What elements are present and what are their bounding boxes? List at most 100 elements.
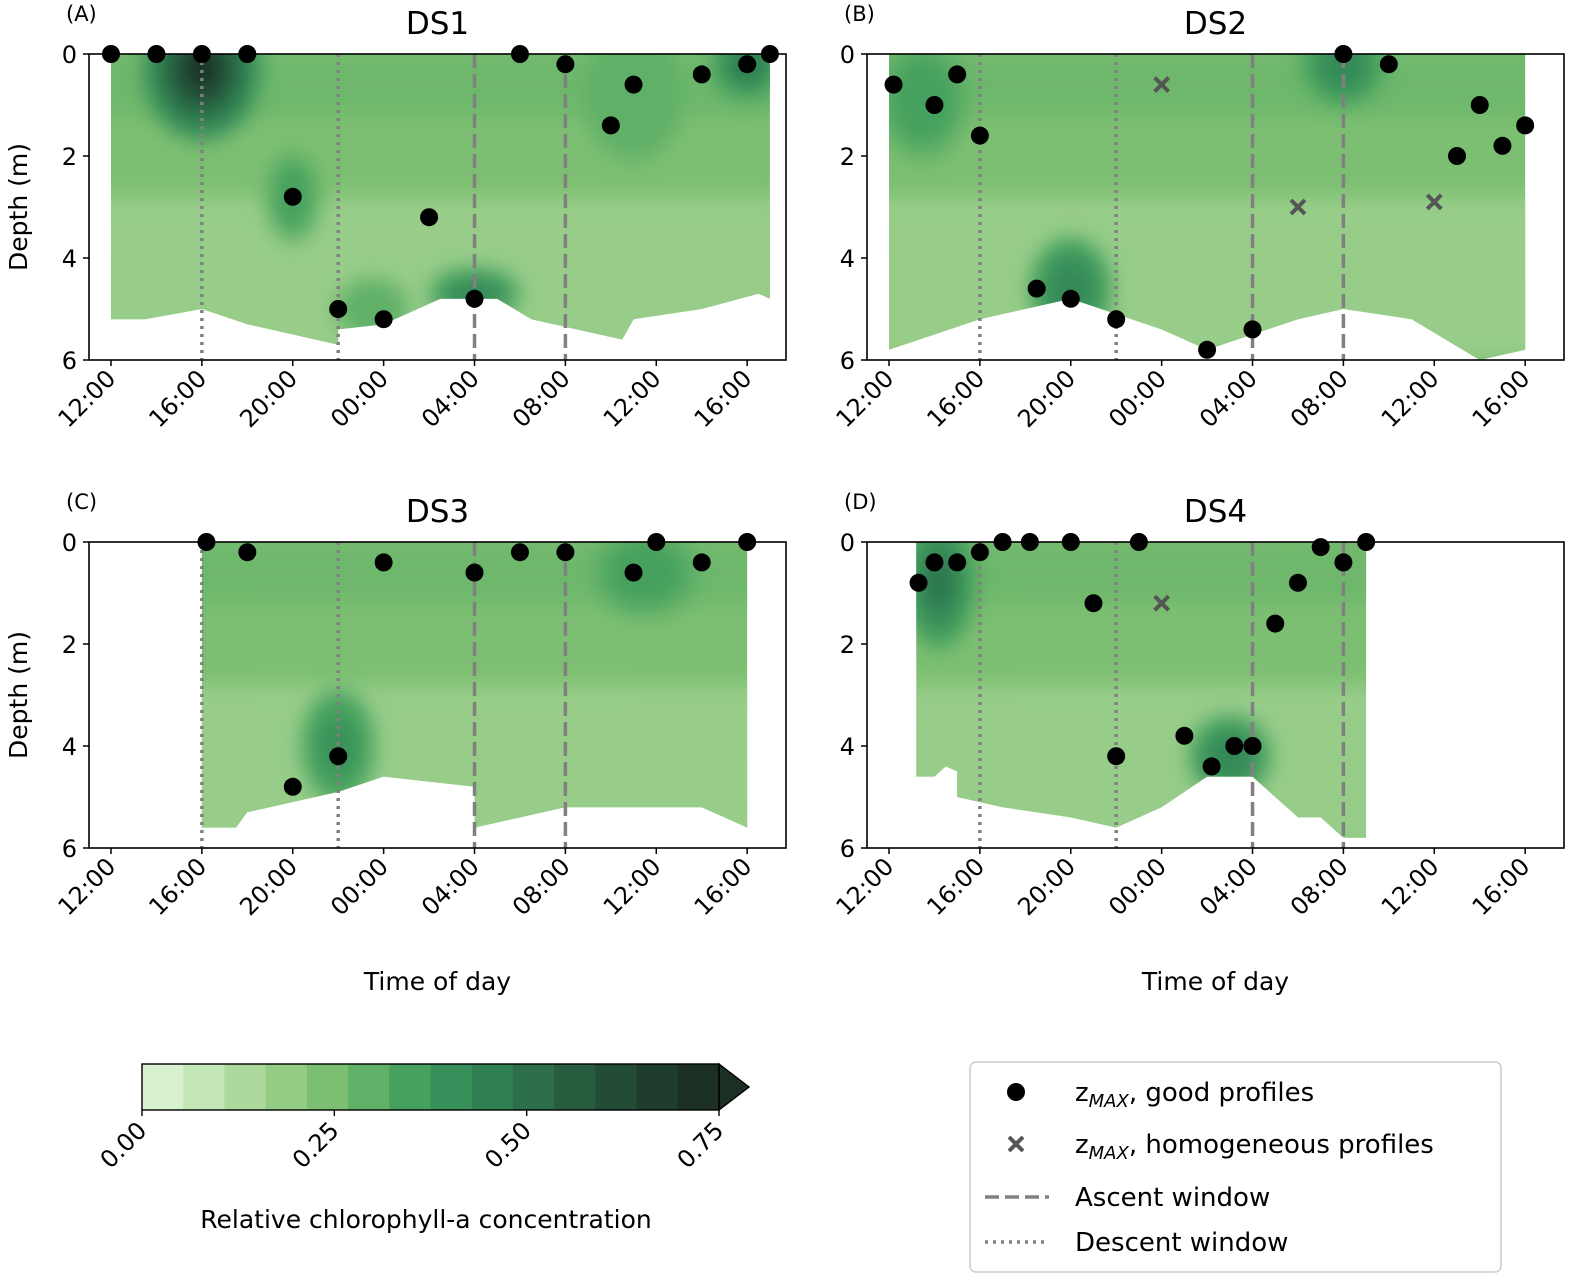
- zmax-good-point: [1334, 553, 1353, 572]
- colorbar-tick-label: 0.75: [672, 1116, 730, 1174]
- y-tick-label: 2: [62, 631, 77, 659]
- zmax-good-point: [1516, 116, 1535, 135]
- legend-good-suffix: , good profiles: [1129, 1078, 1314, 1108]
- zmax-good-point: [1107, 310, 1126, 329]
- zmax-good-point: [1470, 96, 1489, 114]
- y-axis-label: Depth (m): [4, 143, 33, 271]
- zmax-good-point: [738, 55, 757, 74]
- zmax-good-point: [238, 543, 257, 562]
- zmax-good-point: [692, 553, 711, 572]
- colorbar-segment: [554, 1064, 596, 1110]
- axes-frame: [88, 53, 787, 361]
- colorbar-segment: [512, 1064, 555, 1110]
- colorbar-segment: [265, 1064, 308, 1110]
- x-tick-label: 16:00: [921, 364, 990, 433]
- zmax-good-point: [970, 126, 989, 145]
- panel-title: DS2: [1184, 6, 1247, 42]
- legend-ascent-label: Ascent window: [1075, 1183, 1270, 1213]
- panel-title: DS3: [406, 494, 469, 530]
- panel-letter: (B): [844, 2, 875, 26]
- legend-descent-label: Descent window: [1075, 1228, 1288, 1258]
- x-tick-label: 12:00: [1376, 364, 1445, 433]
- colorbar-segment: [348, 1064, 390, 1110]
- zmax-good-point: [420, 208, 439, 227]
- zmax-good-point: [556, 543, 575, 562]
- zmax-homogeneous-point: [1425, 193, 1443, 211]
- colorbar-tick-label: 0.25: [287, 1116, 345, 1174]
- legend: zMAX, good profiles zMAX, homogeneous pr…: [969, 1061, 1502, 1273]
- x-tick-label: 08:00: [1285, 364, 1354, 433]
- zmax-good-point: [374, 310, 393, 329]
- zmax-good-point: [1027, 279, 1046, 298]
- x-tick-label: 16:00: [921, 852, 990, 921]
- x-tick-label: 12:00: [598, 852, 667, 921]
- zmax-good-point: [1107, 747, 1126, 766]
- zmax-good-point: [948, 553, 967, 572]
- y-tick-label: 2: [62, 143, 77, 171]
- panel-letter: (A): [66, 2, 97, 26]
- panel-letter: (C): [66, 490, 97, 514]
- x-tick-label: 20:00: [234, 852, 303, 921]
- legend-homog-prefix: z: [1075, 1130, 1089, 1160]
- zmax-good-point: [1266, 614, 1285, 633]
- colorbar-segment: [677, 1064, 720, 1110]
- legend-frame: [969, 1061, 1502, 1273]
- zmax-good-point: [970, 543, 989, 562]
- colorbar-tick-label: 0.50: [479, 1116, 537, 1174]
- y-tick-label: 4: [62, 245, 77, 273]
- zmax-good-point: [1061, 289, 1080, 308]
- x-tick-label: 04:00: [1194, 852, 1263, 921]
- legend-homog-marker: [1007, 1135, 1025, 1153]
- axes-frame: [866, 541, 1565, 849]
- contour-surface-band: [916, 542, 1367, 604]
- y-tick-label: 4: [840, 733, 855, 761]
- zmax-good-point: [692, 65, 711, 84]
- zmax-good-point: [948, 65, 967, 84]
- axes-frame: [866, 53, 1565, 361]
- zmax-good-point: [374, 553, 393, 572]
- contour-surface-band: [889, 54, 1526, 116]
- zmax-good-point: [1202, 757, 1221, 776]
- x-tick-label: 00:00: [325, 364, 394, 433]
- contour-patch: [301, 689, 375, 803]
- panel-letter: (D): [844, 490, 877, 514]
- y-tick-label: 2: [840, 631, 855, 659]
- zmax-good-point: [1379, 55, 1398, 74]
- colorbar: 0.00 0.25 0.50 0.75: [95, 1062, 751, 1174]
- colorbar-segment: [183, 1064, 225, 1110]
- x-tick-label: 04:00: [416, 364, 485, 433]
- zmax-homogeneous-point: [1289, 198, 1307, 216]
- zmax-good-point: [329, 300, 348, 318]
- zmax-good-point: [283, 187, 302, 206]
- zmax-good-point: [624, 75, 643, 94]
- zmax-good-point: [884, 75, 903, 94]
- zmax-good-point: [601, 116, 620, 135]
- zmax-good-point: [1288, 573, 1307, 592]
- x-tick-label: 20:00: [1012, 364, 1081, 433]
- y-tick-label: 6: [62, 835, 77, 863]
- zmax-good-point: [1198, 340, 1217, 359]
- x-tick-label: 12:00: [598, 364, 667, 433]
- zmax-good-point: [1448, 147, 1466, 165]
- y-tick-label: 6: [840, 347, 855, 375]
- zmax-good-point: [624, 563, 643, 582]
- x-tick-label: 16:00: [143, 852, 212, 921]
- legend-good-sub: MAX: [1089, 1091, 1130, 1112]
- y-tick-label: 6: [840, 835, 855, 863]
- zmax-good-point: [1243, 320, 1262, 339]
- legend-good-prefix: z: [1075, 1078, 1089, 1108]
- x-tick-label: 00:00: [325, 852, 394, 921]
- x-tick-label: 00:00: [1103, 364, 1172, 433]
- y-tick-label: 0: [840, 41, 855, 69]
- legend-homog-suffix: , homogeneous profiles: [1129, 1130, 1434, 1160]
- x-axis-label: Time of day: [1141, 967, 1289, 996]
- zmax-good-point: [1084, 594, 1103, 613]
- y-tick-label: 6: [62, 347, 77, 375]
- x-tick-label: 04:00: [416, 852, 485, 921]
- y-tick-label: 4: [840, 245, 855, 273]
- zmax-good-point: [1175, 726, 1194, 745]
- x-axis-label: Time of day: [363, 967, 511, 996]
